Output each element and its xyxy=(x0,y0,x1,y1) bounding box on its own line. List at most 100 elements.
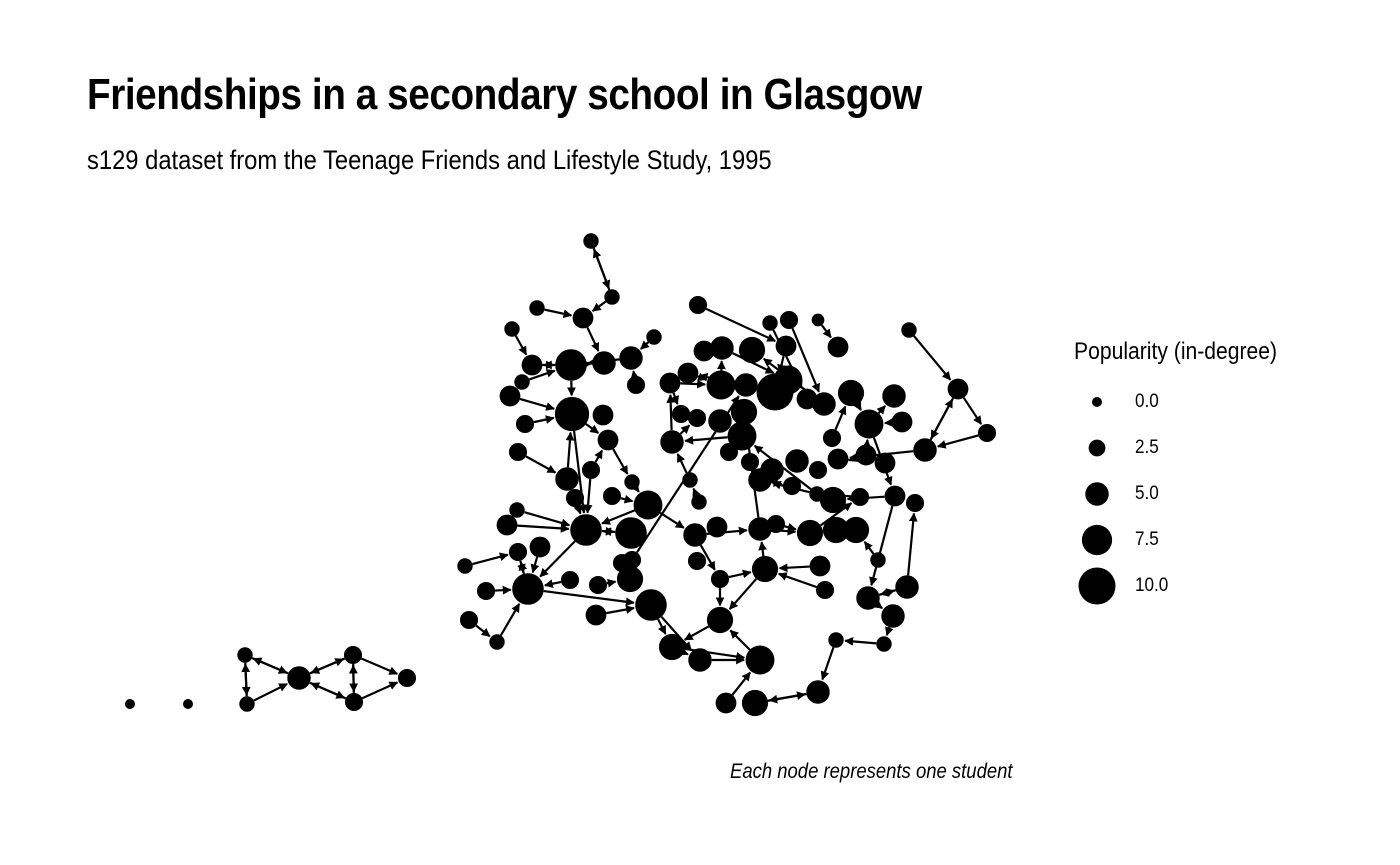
student-node xyxy=(819,486,847,514)
legend-size-key xyxy=(1085,482,1109,506)
friendship-edge xyxy=(630,482,640,493)
student-node xyxy=(741,689,769,717)
student-node xyxy=(572,307,594,329)
friendship-edge xyxy=(758,541,767,557)
student-node xyxy=(619,346,643,370)
friendship-edge xyxy=(586,326,600,352)
legend-title: Popularity (in-degree) xyxy=(1074,338,1278,365)
friendship-edge xyxy=(585,423,600,434)
friendship-edge xyxy=(666,394,676,431)
friendship-edge xyxy=(885,626,894,637)
student-node xyxy=(842,516,870,544)
friendship-edge xyxy=(241,663,251,697)
student-node xyxy=(748,468,772,492)
student-node xyxy=(515,414,535,434)
student-node xyxy=(615,517,647,549)
legend-label: 0.0 xyxy=(1135,391,1159,412)
legend-label: 7.5 xyxy=(1135,529,1159,550)
student-node xyxy=(727,421,757,451)
friendship-edge xyxy=(310,657,346,674)
student-node xyxy=(751,555,779,583)
student-node xyxy=(646,329,662,345)
friendship-edge xyxy=(592,248,611,291)
friendship-edge xyxy=(670,392,679,405)
student-node xyxy=(635,589,667,621)
node-layer xyxy=(125,233,997,717)
student-node xyxy=(855,444,877,466)
friendship-edge xyxy=(683,625,710,641)
student-node xyxy=(706,606,734,634)
student-node xyxy=(809,486,825,502)
friendship-edge xyxy=(530,556,540,574)
student-node xyxy=(901,322,917,338)
student-node xyxy=(822,428,842,448)
legend-size-keys xyxy=(1078,397,1116,605)
friendship-edge xyxy=(583,478,593,514)
friendship-edge xyxy=(630,370,640,380)
student-node xyxy=(913,438,937,462)
student-node xyxy=(509,502,525,518)
friendship-edge xyxy=(612,448,629,475)
friendship-edge xyxy=(518,561,528,575)
friendship-edge xyxy=(844,637,877,646)
student-node xyxy=(688,648,712,672)
friendship-edge xyxy=(777,572,817,589)
friendship-edge xyxy=(879,588,896,597)
friendship-edge xyxy=(791,327,820,393)
student-node xyxy=(710,336,734,360)
student-node xyxy=(597,429,619,451)
student-node xyxy=(738,336,766,364)
student-node xyxy=(719,442,739,462)
student-node xyxy=(581,460,601,480)
friendship-edge xyxy=(606,605,635,615)
friendship-edge xyxy=(684,435,728,445)
student-node xyxy=(884,485,906,507)
student-node xyxy=(706,516,728,538)
student-node xyxy=(476,581,496,601)
student-node xyxy=(508,542,528,562)
student-node xyxy=(947,378,969,400)
student-node xyxy=(734,373,758,397)
chart-caption: Each node represents one student xyxy=(730,760,1013,783)
friendship-edge xyxy=(565,431,575,468)
legend-size-key xyxy=(1081,524,1113,556)
student-node xyxy=(612,553,632,573)
friendship-edge xyxy=(778,563,810,573)
student-node xyxy=(828,632,844,648)
friendship-edge xyxy=(514,335,528,356)
student-node xyxy=(775,335,797,357)
friendship-edge xyxy=(907,512,918,576)
student-node xyxy=(602,486,622,506)
friendship-edge xyxy=(472,552,509,566)
student-node xyxy=(343,645,363,665)
friendship-edge xyxy=(524,511,571,528)
friendship-edge xyxy=(699,544,716,571)
student-node xyxy=(730,398,758,426)
legend-size-key xyxy=(1088,439,1106,457)
student-node xyxy=(554,396,590,432)
student-node xyxy=(782,476,802,496)
friendship-edge xyxy=(679,424,691,435)
student-node xyxy=(658,633,686,661)
student-node xyxy=(715,692,737,714)
student-node xyxy=(604,289,620,305)
student-node xyxy=(555,467,579,491)
student-node xyxy=(125,699,135,709)
student-node xyxy=(881,604,905,628)
student-node xyxy=(237,647,253,663)
student-node xyxy=(766,514,786,534)
student-node xyxy=(891,411,913,433)
friendship-edge xyxy=(499,603,521,636)
student-node xyxy=(588,575,608,595)
student-node xyxy=(671,404,691,424)
student-node xyxy=(745,645,775,675)
student-node xyxy=(512,573,544,605)
student-node xyxy=(691,494,707,510)
student-node xyxy=(504,321,520,337)
friendship-edge xyxy=(517,524,570,533)
student-node xyxy=(687,551,707,571)
student-node xyxy=(710,569,730,589)
student-node xyxy=(659,372,681,394)
legend-label: 10.0 xyxy=(1135,575,1169,596)
student-node xyxy=(874,452,896,474)
